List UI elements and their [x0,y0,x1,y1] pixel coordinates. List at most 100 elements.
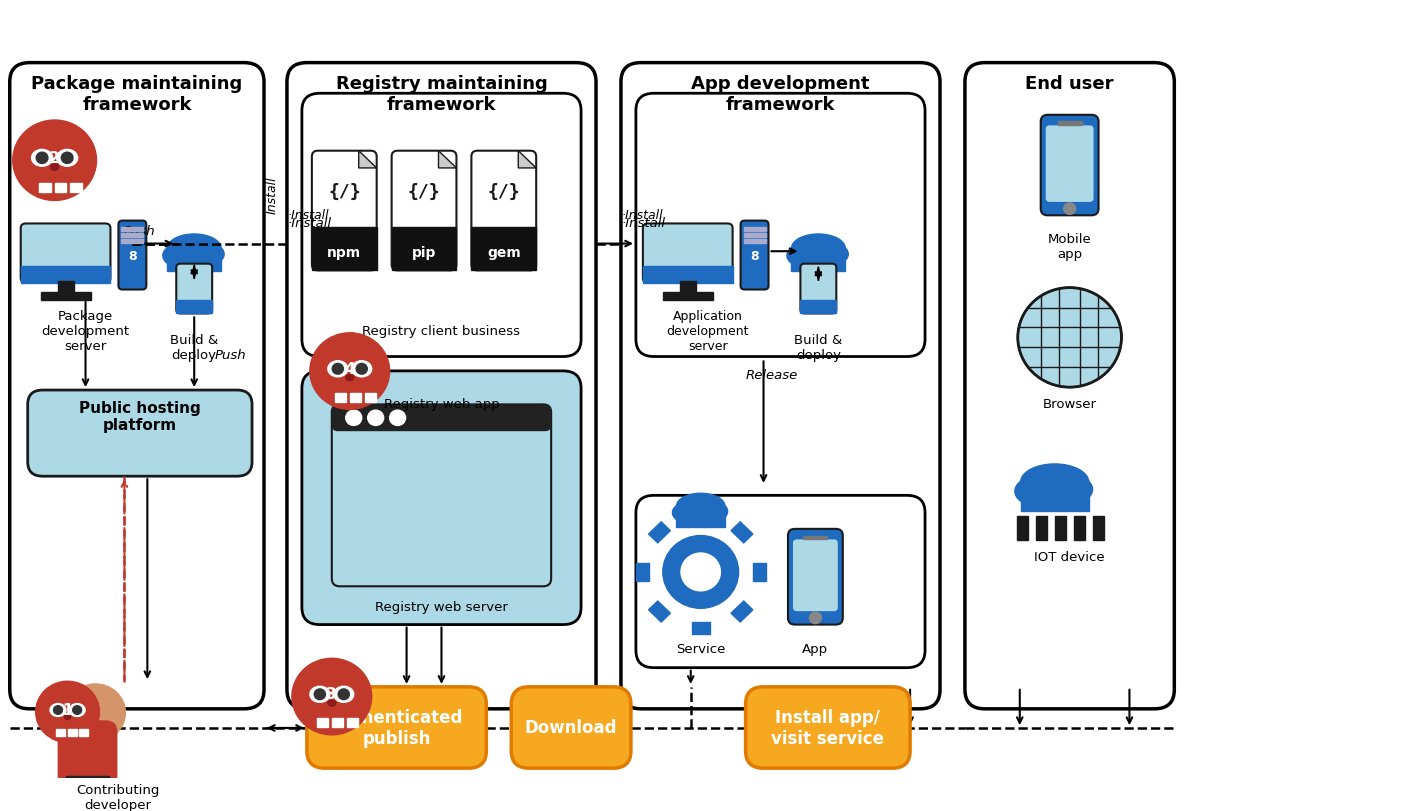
Text: App: App [802,642,829,655]
Bar [1055,517,1066,541]
Bar [177,301,212,314]
Circle shape [72,706,82,714]
Text: Application
development
server: Application development server [666,309,749,352]
FancyBboxPatch shape [325,375,375,397]
FancyBboxPatch shape [793,539,839,611]
FancyBboxPatch shape [21,224,110,284]
Bar [65,776,109,787]
Circle shape [310,333,390,410]
Bar [663,293,713,301]
Ellipse shape [163,246,192,267]
Circle shape [332,364,344,375]
Ellipse shape [167,234,221,264]
Text: Release: Release [745,368,797,381]
Bar [676,512,725,527]
Text: Registry client business: Registry client business [362,325,520,338]
Circle shape [54,706,62,714]
Bar [1021,490,1089,512]
Text: npm: npm [327,246,362,260]
Circle shape [1063,204,1076,215]
FancyBboxPatch shape [303,94,581,357]
Ellipse shape [57,150,78,167]
FancyBboxPatch shape [621,63,940,709]
Ellipse shape [334,686,354,702]
Bar [346,718,358,727]
Text: Package
development
server: Package development server [41,309,130,352]
Circle shape [663,536,738,608]
Bar [1073,517,1085,541]
Circle shape [1018,288,1121,388]
FancyBboxPatch shape [800,264,836,314]
FancyBboxPatch shape [177,264,212,314]
Ellipse shape [328,361,348,377]
Text: 8: 8 [751,249,759,262]
Bar [349,393,361,402]
Text: Authenticated
publish: Authenticated publish [329,708,464,747]
Ellipse shape [197,245,225,265]
Text: Registry web server: Registry web server [375,600,508,613]
Ellipse shape [31,150,52,167]
Bar [744,239,765,243]
Circle shape [809,612,822,624]
Text: ·Install: ·Install [622,208,663,221]
FancyBboxPatch shape [332,405,551,431]
FancyBboxPatch shape [636,496,925,667]
Text: Install app/
visit service: Install app/ visit service [772,708,884,747]
Polygon shape [438,152,457,169]
Bar [122,234,143,238]
Text: 3: 3 [327,686,337,702]
Bar [792,255,846,272]
Circle shape [314,689,325,700]
Bar [312,228,376,271]
FancyBboxPatch shape [392,152,457,271]
Text: App development
framework: App development framework [691,75,870,114]
Text: Push: Push [214,349,246,362]
FancyBboxPatch shape [643,224,732,284]
FancyBboxPatch shape [303,371,581,624]
Ellipse shape [310,686,329,702]
Ellipse shape [51,165,59,171]
Text: Download: Download [525,719,618,736]
Text: 4: 4 [345,361,355,376]
Ellipse shape [676,494,725,519]
Text: ·Install: ·Install [622,217,666,230]
Circle shape [291,659,372,735]
Ellipse shape [65,714,71,719]
Text: ·Install: ·Install [288,217,332,230]
Text: Build &
deploy: Build & deploy [795,333,843,361]
Bar [332,718,344,727]
FancyBboxPatch shape [745,687,911,768]
Text: {/}: {/} [488,183,520,201]
FancyBboxPatch shape [332,405,551,586]
Polygon shape [731,522,752,543]
Bar [1093,517,1103,541]
Text: Package maintaining
framework: Package maintaining framework [31,75,243,114]
Circle shape [35,681,99,743]
Ellipse shape [673,504,700,522]
Text: ·Install: ·Install [288,208,329,221]
Bar [744,234,765,238]
Bar [335,393,346,402]
FancyBboxPatch shape [10,63,264,709]
Circle shape [65,684,126,741]
FancyBboxPatch shape [312,152,376,271]
Text: {/}: {/} [328,183,361,201]
Text: 8: 8 [129,249,137,262]
Bar [1058,122,1082,127]
FancyBboxPatch shape [48,714,88,732]
Polygon shape [636,564,649,581]
Ellipse shape [1015,478,1053,505]
FancyBboxPatch shape [1046,127,1093,203]
Bar [68,729,76,736]
Ellipse shape [703,503,728,521]
Ellipse shape [328,700,335,706]
Text: pip: pip [411,246,437,260]
Polygon shape [752,564,765,581]
Bar [800,301,836,314]
Bar [471,228,536,271]
Circle shape [346,410,362,426]
Ellipse shape [346,375,354,381]
Bar [79,729,88,736]
Ellipse shape [49,704,66,717]
Bar [643,266,732,284]
